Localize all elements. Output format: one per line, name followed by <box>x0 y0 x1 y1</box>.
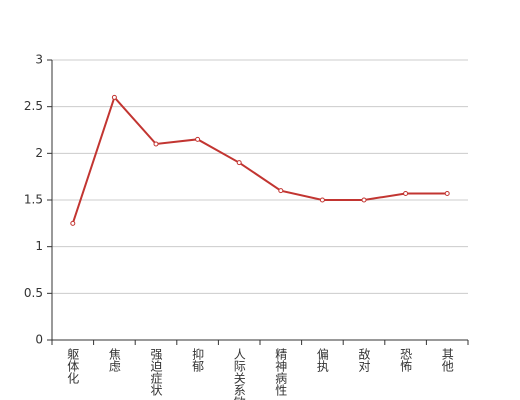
point <box>361 197 367 203</box>
x-tick-label: 抑郁 <box>191 347 205 373</box>
x-tick-label: 敌对 <box>357 347 371 372</box>
x-tick-label: 偏执 <box>315 347 329 373</box>
point <box>444 190 450 196</box>
x-tick-label: 人际关系敏感 <box>232 348 246 400</box>
y-tick-label: 2 <box>35 146 43 160</box>
point <box>319 197 325 203</box>
y-tick-label: 0.5 <box>24 286 43 300</box>
x-tick-label: 其他 <box>440 348 454 372</box>
point <box>278 188 284 194</box>
point <box>236 160 242 166</box>
x-tick-label: 强迫症状 <box>149 348 163 396</box>
x-tick-label: 精神病性 <box>274 348 288 397</box>
y-tick-label: 0 <box>35 333 43 347</box>
point <box>111 94 117 100</box>
point <box>70 220 76 226</box>
point <box>403 190 409 196</box>
y-tick-label: 1.5 <box>24 193 43 207</box>
point <box>153 141 159 147</box>
x-tick-label: 躯体化 <box>66 347 80 385</box>
y-tick-label: 1 <box>35 239 43 253</box>
y-tick-label: 3 <box>35 53 43 67</box>
point <box>195 136 201 142</box>
y-tick-label: 2.5 <box>24 99 43 113</box>
line <box>71 95 448 224</box>
x-tick-label: 恐怖 <box>399 348 413 372</box>
x-tick-label: 焦虑 <box>107 348 121 372</box>
